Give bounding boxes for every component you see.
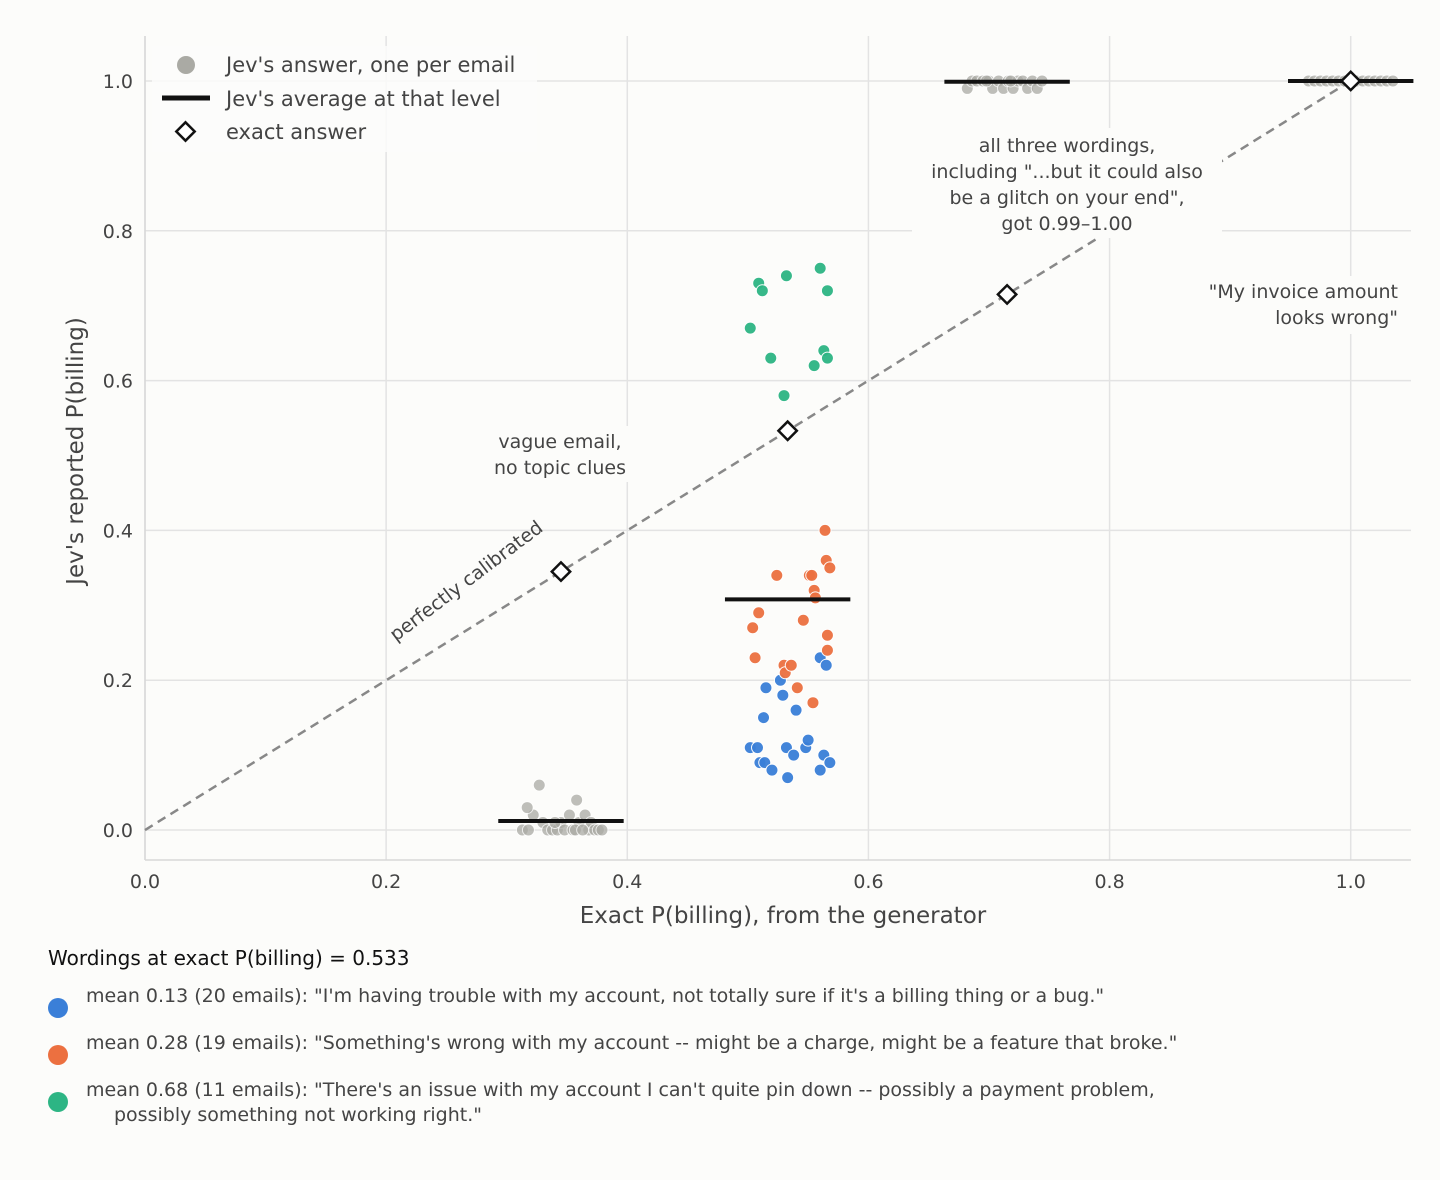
annotation-text: "My invoice amount <box>1209 281 1398 303</box>
annotations: vague email, no topic clues all three word… <box>482 128 1408 482</box>
wordings-panel: Wordings at exact P(billing) = 0.533 mea… <box>48 946 1408 1141</box>
answer-point <box>776 688 790 702</box>
wording-dot-blue <box>48 998 68 1018</box>
legend: Jev's answer, one per email Jev's averag… <box>152 46 537 152</box>
answer-point <box>570 793 584 807</box>
answer-point <box>818 523 832 537</box>
answer-point <box>805 568 819 582</box>
answer-point <box>781 771 795 785</box>
legend-exact: exact answer <box>226 120 367 144</box>
answer-point <box>751 741 765 755</box>
answer-point <box>595 823 609 837</box>
wording-item-blue: mean 0.13 (20 emails): "I'm having troub… <box>48 984 1408 1018</box>
y-tick-label: 0.2 <box>103 670 133 692</box>
answer-point <box>520 801 534 815</box>
answer-point <box>790 681 804 695</box>
answer-point <box>813 261 827 275</box>
answer-point <box>787 748 801 762</box>
exact-answer-marker <box>776 419 799 442</box>
answer-point <box>532 778 546 792</box>
answer-point <box>748 651 762 665</box>
answer-point <box>752 606 766 620</box>
wording-item-orange: mean 0.28 (19 emails): "Something's wron… <box>48 1031 1408 1065</box>
answer-point <box>764 351 778 365</box>
answer-point <box>796 613 810 627</box>
answer-point <box>521 823 535 837</box>
answer-point <box>819 658 833 672</box>
y-tick-label: 0.6 <box>103 371 133 393</box>
x-tick-label: 0.8 <box>1094 871 1124 893</box>
calibration-chart: 0.0 0.2 0.4 0.6 0.8 1.0 0.0 0.2 0.4 0.6 0.8 1.0 Exac… <box>63 36 1414 929</box>
y-tick-label: 0.4 <box>103 520 133 542</box>
annotation-background <box>482 426 638 482</box>
wordings-title: Wordings at exact P(billing) = 0.533 <box>48 946 410 970</box>
annotation-text: no topic clues <box>494 457 626 479</box>
answer-point <box>820 643 834 657</box>
annotation-background <box>1180 276 1408 334</box>
legend-average: Jev's average at that level <box>224 87 501 111</box>
perfect-calibration-line <box>144 79 1352 832</box>
answer-point <box>820 628 834 642</box>
answer-point <box>806 696 820 710</box>
wording-dot-orange <box>48 1045 68 1065</box>
axes: 0.0 0.2 0.4 0.6 0.8 1.0 0.0 0.2 0.4 0.6 0.8 1.0 Exac… <box>63 36 1411 929</box>
answer-point <box>576 823 590 837</box>
answer-point <box>759 681 773 695</box>
answer-point <box>813 763 827 777</box>
answer-point <box>820 284 834 298</box>
annotation-text: looks wrong" <box>1275 307 1398 329</box>
annotation-text: all three wordings, <box>979 135 1156 157</box>
wording-dot-green <box>48 1092 68 1112</box>
annotation-text: got 0.99–1.00 <box>1001 213 1132 235</box>
x-tick-label: 1.0 <box>1336 871 1366 893</box>
exact-markers <box>550 69 1362 583</box>
legend-answers: Jev's answer, one per email <box>224 53 515 77</box>
x-tick-label: 0.4 <box>612 871 642 893</box>
x-tick-label: 0.2 <box>371 871 401 893</box>
wording-text: mean 0.28 (19 emails): "Something's wron… <box>86 1032 1178 1054</box>
wording-item-green: mean 0.68 (11 emails): "There's an issue… <box>48 1078 1408 1128</box>
answer-point <box>755 284 769 298</box>
y-axis-label: Jev's reported P(billing) <box>63 317 89 587</box>
answer-point <box>757 711 771 725</box>
wording-text: mean 0.68 (11 emails): "There's an issue… <box>86 1079 1155 1126</box>
exact-answer-marker <box>550 560 572 583</box>
answer-point <box>820 351 834 365</box>
exact-answer-marker <box>996 283 1019 306</box>
answer-point <box>801 733 815 747</box>
answer-point <box>765 763 779 777</box>
answer-point <box>746 621 760 635</box>
answer-point <box>770 568 784 582</box>
answer-point <box>807 359 821 373</box>
legend-answer-marker <box>177 56 195 74</box>
legend-exact-marker <box>174 120 197 143</box>
y-tick-label: 1.0 <box>103 71 133 93</box>
answer-point <box>823 561 837 575</box>
diagonal-label: perfectly calibrated <box>386 517 548 646</box>
answer-point <box>743 321 757 335</box>
wording-text: mean 0.13 (20 emails): "I'm having troub… <box>86 985 1105 1007</box>
answer-point <box>779 269 793 283</box>
answer-point <box>823 756 837 770</box>
answer-point <box>777 389 791 403</box>
annotation-text: be a glitch on your end", <box>949 187 1184 209</box>
x-axis-label: Exact P(billing), from the generator <box>580 903 987 929</box>
annotation-background <box>912 128 1222 238</box>
x-tick-label: 0.0 <box>130 871 160 893</box>
y-tick-label: 0.0 <box>103 820 133 842</box>
answer-point <box>789 703 803 717</box>
x-tick-label: 0.6 <box>853 871 883 893</box>
answer-point <box>784 658 798 672</box>
annotation-text: including "...but it could also <box>931 161 1203 183</box>
annotation-text: vague email, <box>498 431 621 453</box>
y-tick-label: 0.8 <box>103 221 133 243</box>
exact-answer-marker <box>1339 69 1362 92</box>
